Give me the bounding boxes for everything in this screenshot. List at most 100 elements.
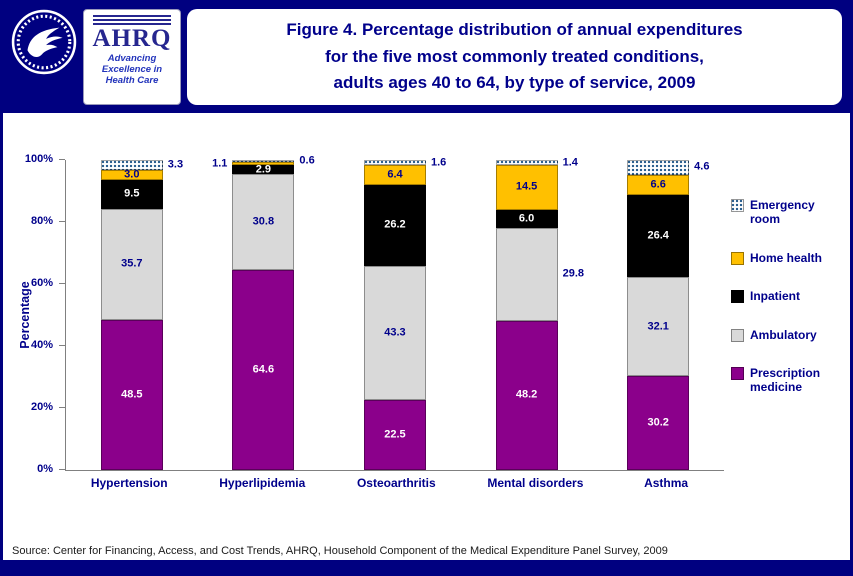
data-label: 48.2 [515,388,538,401]
data-label: 30.2 [647,416,669,429]
data-label: 3.0 [124,168,140,181]
data-label: 4.6 [694,160,710,173]
y-axis: 0% 20% 40% 60% 80% 100% [3,154,65,475]
y-tick-label: 0% [37,463,53,475]
segment-ambulatory: 43.3 [363,266,426,401]
y-tick-label: 20% [30,401,53,413]
category-label-osteoarthritis: Osteoarthritis [356,476,436,490]
data-label: 35.7 [121,257,143,270]
ahrq-logo: AHRQ Advancing Excellence in Health Care [83,9,181,105]
plot-area: 48.5 35.7 9.5 3.0 3.3 64.6 30.8 2.9 1.1 0.6 22.5 43… [65,155,724,471]
category-label-mental-disorders: Mental disorders [487,476,584,490]
legend-item-home-health: Home health [731,251,843,265]
y-tick-label: 80% [30,215,53,227]
segment-emergency-room: 1.4 [495,157,578,168]
legend-label: Prescription medicine [750,365,821,395]
data-label: 1.6 [430,156,447,168]
legend-label: Home health [750,250,823,265]
y-tick-mark [59,469,65,470]
ahrq-logo-stripes [92,15,172,25]
category-label-hypertension: Hypertension [90,476,168,490]
category-label-hyperlipidemia: Hyperlipidemia [219,476,306,490]
category-label-asthma: Asthma [644,476,689,490]
data-label: 0.6 [299,154,315,167]
data-label: 26.2 [384,218,406,231]
segment-ambulatory: 29.8 [495,228,584,321]
source-note: Source: Center for Financing, Access, an… [12,545,668,557]
legend: Emergency room Home health Inpatient Ambula… [731,198,843,395]
data-label: 9.5 [124,187,140,200]
y-tick-mark [59,221,65,222]
data-label: 6.6 [650,178,666,191]
ahrq-tagline: Advancing Excellence in Health Care [84,53,180,87]
chart-area: Percentage 0% 20% 40% 60% 80% 100% 48.5 35.7 9.… [3,113,850,548]
segment-ambulatory: 35.7 [100,209,163,320]
legend-label: Ambulatory [750,327,817,342]
segment-prescription-medicine: 30.2 [627,376,690,470]
legend-item-inpatient: Inpatient [731,289,843,304]
y-tick-label: 100% [24,153,53,165]
data-label: 3.3 [167,158,184,171]
ahrq-tagline-line: Advancing [107,53,157,64]
data-label: 30.8 [252,215,275,228]
figure-title-line: for the five most commonly treated condi… [325,46,704,66]
bar-mental-disorders: 48.2 29.8 6.0 14.5 1.4 [495,157,584,470]
segment-inpatient: 2.9 [232,163,295,176]
data-label: 6.0 [518,212,535,225]
segment-inpatient: 26.4 [627,195,690,277]
data-label: 32.1 [647,320,669,333]
segment-emergency-room: 3.3 [100,159,183,171]
segment-emergency-room: 1.6 [363,157,446,168]
title-box: Figure 4. Percentage distribution of ann… [187,9,842,105]
ahrq-tagline-line: Excellence in [101,63,163,75]
data-label: 14.5 [515,180,538,193]
bar-osteoarthritis: 22.5 43.3 26.2 6.4 1.6 [363,157,446,470]
hhs-eagle-icon [11,9,77,75]
bar-hypertension: 48.5 35.7 9.5 3.0 3.3 [100,159,183,470]
header-band: AHRQ Advancing Excellence in Health Care… [3,3,850,113]
legend-swatch-inpatient [731,290,744,304]
y-tick-label: 40% [30,339,53,351]
data-label: 43.3 [384,326,406,339]
data-label: 48.5 [121,388,143,401]
figure-title-line: Figure 4. Percentage distribution of ann… [286,20,743,40]
legend-item-ambulatory: Ambulatory [731,328,843,342]
x-axis-labels: Hypertension Hyperlipidemia Osteoarthritis… [65,476,723,490]
segment-emergency-room: 0.6 [232,155,315,166]
data-label: 64.6 [252,363,275,376]
segment-home-health: 6.4 [363,164,426,185]
segment-ambulatory: 30.8 [232,174,295,270]
data-label: 26.4 [647,229,669,242]
segment-ambulatory: 32.1 [627,276,690,377]
segment-home-health: 3.0 [100,168,163,181]
ahrq-tagline-line: Health Care [105,74,159,86]
segment-prescription-medicine: 48.2 [495,320,558,470]
y-tick-mark [59,159,65,160]
segment-prescription-medicine: 64.6 [232,269,295,470]
legend-label: Emergency room [750,198,815,227]
data-label: 29.8 [562,267,584,280]
legend-swatch-prescription-medicine [731,366,744,380]
data-label: 2.9 [255,163,272,176]
segment-home-health: 1.1 [212,158,295,169]
figure-title-line: adults ages 40 to 64, by type of service… [333,73,696,93]
legend-swatch-ambulatory [731,328,744,342]
y-tick-mark [59,283,65,284]
legend-label: Inpatient [750,289,800,304]
segment-inpatient: 9.5 [100,179,163,209]
segment-emergency-room: 4.6 [627,160,709,175]
y-tick-label: 60% [30,277,53,289]
segment-inpatient: 26.2 [363,184,426,267]
bar-hyperlipidemia: 64.6 30.8 2.9 1.1 0.6 [212,155,315,470]
segment-prescription-medicine: 22.5 [363,400,426,470]
segment-home-health: 6.6 [627,174,690,196]
data-label: 22.5 [384,428,406,441]
data-label: 1.1 [212,157,228,170]
legend-item-prescription-medicine: Prescription medicine [731,366,843,395]
segment-prescription-medicine: 48.5 [100,319,163,470]
segment-inpatient: 6.0 [495,209,558,229]
legend-swatch-home-health [731,251,744,265]
bottom-band [3,560,850,573]
segment-home-health: 14.5 [495,164,558,210]
